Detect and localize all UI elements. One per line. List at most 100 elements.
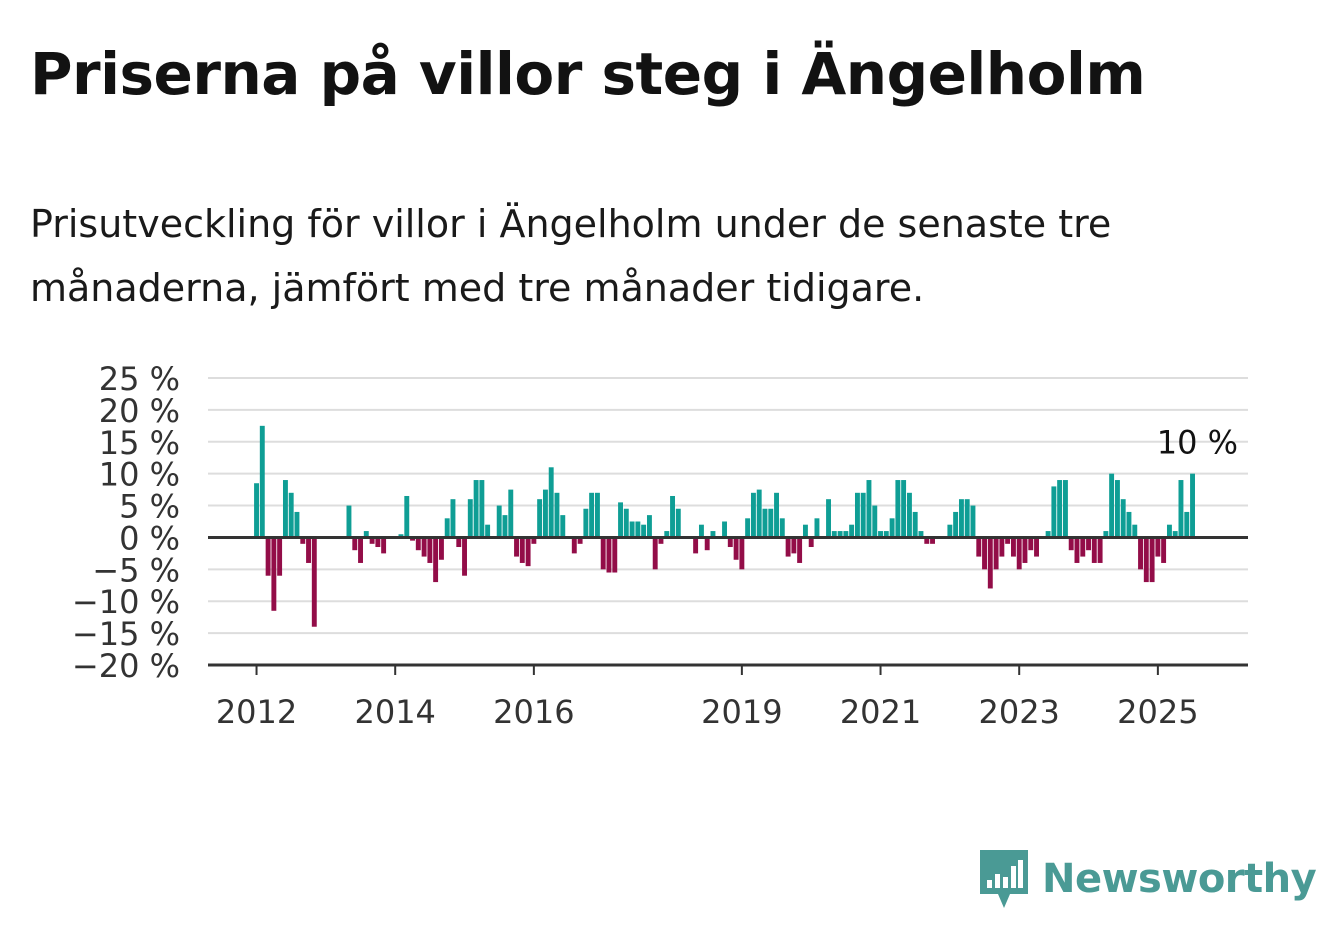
bar — [265, 537, 271, 576]
chart-title: Priserna på villor steg i Ängelholm — [30, 40, 1146, 108]
bar — [589, 492, 595, 538]
bar — [1057, 480, 1063, 538]
newsworthy-logo-icon — [980, 850, 1028, 908]
bar — [999, 537, 1005, 557]
bar — [282, 480, 288, 538]
bar — [277, 537, 283, 576]
bar — [906, 492, 912, 538]
bar — [1005, 537, 1011, 544]
bar — [352, 537, 358, 551]
x-tick-label: 2023 — [978, 693, 1059, 731]
bar — [675, 508, 681, 538]
bar — [508, 489, 514, 538]
bar — [976, 537, 982, 557]
bar — [542, 489, 548, 538]
bar — [1045, 531, 1051, 538]
x-tick-label: 2016 — [493, 693, 574, 731]
bar — [652, 537, 658, 570]
bar — [947, 524, 953, 538]
bar — [571, 537, 577, 554]
bar — [826, 499, 831, 538]
bar — [895, 480, 901, 538]
bar — [554, 492, 560, 538]
value-annotation: 10 % — [1157, 424, 1238, 462]
y-tick-label: 0 % — [119, 519, 180, 557]
bar — [837, 531, 843, 538]
bar — [797, 537, 803, 563]
bar — [450, 499, 456, 538]
bar — [710, 531, 716, 538]
bar — [722, 521, 727, 538]
bar — [693, 537, 699, 554]
bar — [1155, 537, 1161, 557]
bar — [1143, 537, 1149, 583]
bar — [849, 524, 855, 538]
bar — [860, 492, 866, 538]
bar — [814, 518, 820, 538]
bar — [496, 505, 502, 538]
bar — [993, 537, 999, 570]
bar — [854, 492, 860, 538]
brand-name: Newsworthy — [1042, 856, 1317, 902]
bar — [883, 531, 889, 538]
bar — [670, 495, 675, 538]
bar — [1166, 524, 1172, 538]
bar — [982, 537, 987, 570]
bar — [964, 499, 970, 538]
bar — [774, 492, 779, 538]
bar — [421, 537, 427, 557]
y-tick-label: −10 % — [72, 583, 180, 621]
bar — [583, 508, 589, 538]
y-tick-label: 25 % — [99, 360, 180, 398]
bar — [912, 511, 918, 538]
bar — [901, 480, 907, 538]
bar — [577, 537, 583, 544]
bar — [433, 537, 439, 583]
bar — [1022, 537, 1028, 563]
y-tick-label: 10 % — [99, 456, 180, 494]
bar — [618, 502, 623, 538]
bar — [259, 425, 265, 538]
bar — [358, 537, 363, 563]
bar — [664, 531, 670, 538]
bar — [924, 537, 930, 544]
bar — [271, 537, 277, 611]
bar — [473, 480, 479, 538]
bar — [1184, 511, 1190, 538]
bar — [1126, 511, 1132, 538]
bar — [1120, 499, 1126, 538]
bar — [1172, 531, 1178, 538]
bar — [415, 537, 421, 551]
bar — [560, 515, 566, 538]
x-tick-label: 2014 — [354, 693, 435, 731]
bar — [750, 492, 756, 538]
y-tick-label: −20 % — [72, 647, 180, 685]
chart-subtitle: Prisutveckling för villor i Ängelholm un… — [30, 202, 1112, 310]
y-tick-label: 5 % — [119, 488, 180, 526]
bar — [872, 505, 878, 538]
bar — [306, 537, 311, 563]
bar — [467, 499, 473, 538]
bar — [1091, 537, 1097, 563]
bar — [600, 537, 606, 570]
bar — [1190, 473, 1195, 538]
bar — [525, 537, 531, 567]
bar — [641, 524, 647, 538]
bar — [1068, 537, 1074, 551]
bar — [658, 537, 664, 544]
bar — [502, 515, 508, 538]
bar — [519, 537, 525, 563]
bar — [444, 518, 450, 538]
x-tick-label: 2019 — [701, 693, 782, 731]
bar — [779, 518, 785, 538]
bar — [704, 537, 710, 551]
bar — [398, 534, 404, 538]
bar — [311, 537, 317, 627]
bar — [629, 521, 635, 538]
bar — [739, 537, 745, 570]
bar — [514, 537, 519, 557]
bar — [623, 508, 629, 538]
bar — [531, 537, 537, 544]
bar — [802, 524, 808, 538]
bar — [375, 537, 381, 548]
